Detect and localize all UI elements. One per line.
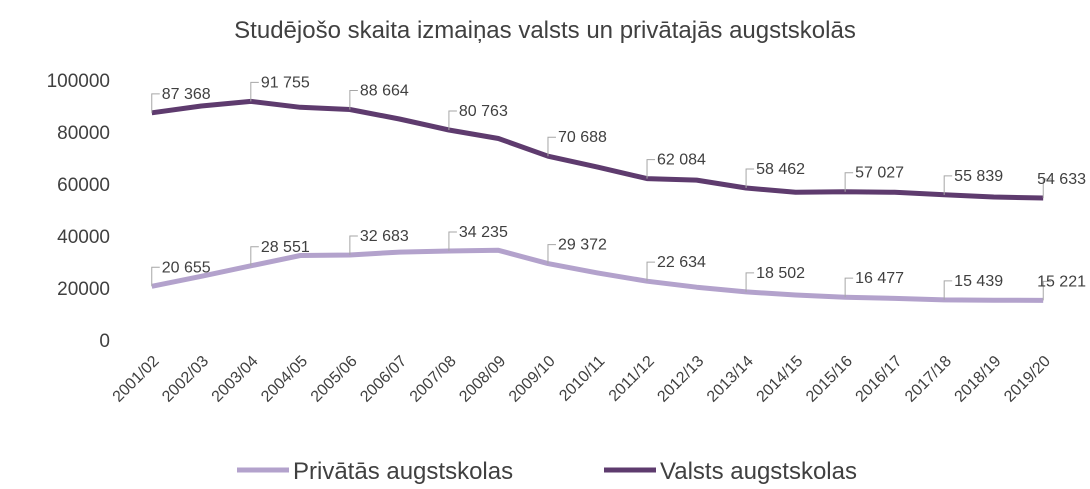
leader-line [547, 136, 556, 157]
data-label: 57 027 [855, 165, 904, 182]
x-tick-label: 2010/11 [556, 353, 608, 405]
data-label: 58 462 [756, 161, 805, 178]
x-tick-label: 2011/12 [606, 353, 658, 405]
leader-line [646, 159, 656, 179]
data-label: 87 368 [162, 86, 211, 103]
x-tick-label: 2004/05 [258, 353, 311, 406]
x-tick-label: 2015/16 [803, 353, 856, 406]
x-tick-label: 2002/03 [159, 353, 212, 406]
y-tick-label: 100000 [47, 71, 110, 92]
leader-line [943, 280, 953, 300]
leader-line [745, 272, 755, 292]
data-label: 70 688 [558, 129, 607, 146]
y-tick-label: 20000 [57, 279, 110, 300]
data-label: 55 839 [954, 168, 1003, 185]
leader-line [844, 277, 854, 298]
data-label: 15 439 [954, 273, 1003, 290]
x-tick-label: 2016/17 [853, 353, 906, 406]
data-label: 34 235 [459, 224, 508, 241]
x-tick-label: 2005/06 [308, 353, 361, 406]
x-tick-label: 2006/07 [357, 353, 410, 406]
data-label: 22 634 [657, 254, 706, 271]
data-label: 80 763 [459, 103, 508, 120]
data-label: 29 372 [558, 237, 607, 254]
y-tick-label: 0 [99, 331, 110, 352]
x-tick-label: 2019/20 [1001, 353, 1054, 406]
x-tick-label: 2008/09 [456, 353, 509, 406]
x-tick-label: 2017/18 [902, 353, 955, 406]
data-label: 62 084 [657, 152, 706, 169]
leader-line [1042, 178, 1052, 198]
x-tick-label: 2012/13 [654, 353, 707, 406]
leader-line [844, 172, 854, 192]
leader-line [448, 110, 457, 131]
leader-line [250, 246, 259, 266]
x-tick-label: 2013/14 [704, 353, 757, 406]
leader-line [250, 81, 259, 102]
leader-line [151, 93, 160, 113]
data-label: 15 221 [1037, 273, 1086, 290]
leader-line [646, 261, 656, 282]
leader-line [547, 244, 556, 264]
leader-line [349, 89, 358, 110]
data-label: 88 664 [360, 82, 409, 99]
y-tick-label: 80000 [57, 123, 110, 144]
leader-line [745, 168, 755, 188]
data-label: 16 477 [855, 270, 904, 287]
leader-line [1042, 280, 1052, 301]
data-label: 28 551 [261, 239, 310, 256]
series-line [151, 247, 1044, 303]
data-label: 20 655 [162, 259, 211, 276]
series-line [151, 98, 1044, 201]
x-tick-label: 2001/02 [110, 353, 163, 406]
chart-title: Studējošo skaita izmaiņas valsts un priv… [234, 17, 856, 44]
x-tick-label: 2018/19 [952, 353, 1005, 406]
y-tick-label: 60000 [57, 175, 110, 196]
data-label: 91 755 [261, 74, 310, 91]
legend-label: Valsts augstskolas [660, 458, 857, 485]
x-tick-label: 2007/08 [407, 353, 460, 406]
x-tick-label: 2009/10 [506, 353, 559, 406]
data-label: 54 633 [1037, 171, 1086, 188]
data-label: 18 502 [756, 265, 805, 282]
leader-line [943, 175, 953, 195]
leader-line [349, 235, 358, 256]
leader-line [151, 266, 160, 287]
legend-label: Privātās augstskolas [293, 458, 513, 485]
x-tick-label: 2014/15 [754, 353, 807, 406]
x-tick-label: 2003/04 [209, 353, 262, 406]
data-label: 32 683 [360, 228, 409, 245]
y-tick-label: 40000 [57, 227, 110, 248]
leader-line [448, 231, 457, 251]
